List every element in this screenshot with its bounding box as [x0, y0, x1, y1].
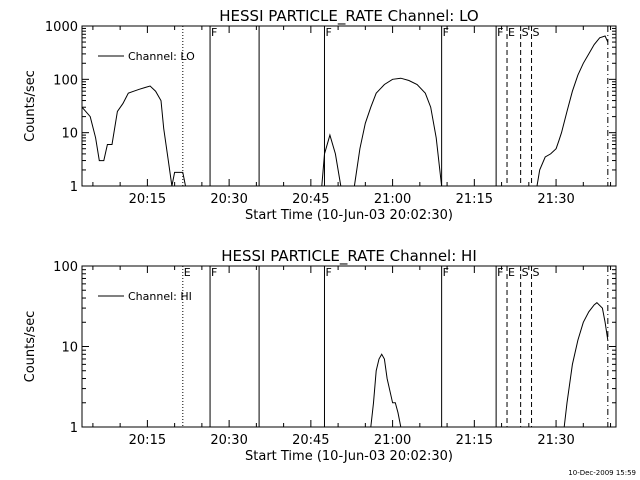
x-tick-label: 20:30: [210, 192, 247, 207]
event-marker-label: F: [443, 26, 449, 39]
data-series-line: [353, 77, 443, 187]
y-tick-label: 100: [53, 73, 78, 88]
x-tick-label: 20:45: [292, 192, 329, 207]
y-tick-label: 1000: [45, 20, 78, 35]
event-marker-label: F: [325, 266, 331, 279]
x-tick-label: 21:15: [456, 192, 493, 207]
x-tick-label: 20:15: [129, 433, 166, 448]
chart-panel-1: HESSI PARTICLE_RATE Channel: HI Start Tim…: [23, 247, 617, 464]
event-marker-label: S: [533, 266, 540, 279]
event-marker-label: E: [184, 266, 191, 279]
event-marker-label: F: [497, 266, 503, 279]
event-marker-label: F: [211, 26, 217, 39]
event-marker-label: F: [443, 266, 449, 279]
chart-panel-0: HESSI PARTICLE_RATE Channel: LO Start Tim…: [23, 7, 617, 223]
data-series-line: [563, 302, 609, 428]
y-axis-label: Counts/sec: [23, 311, 38, 383]
y-tick-label: 100: [53, 260, 78, 275]
y-tick-label: 1: [70, 180, 78, 195]
x-tick-label: 20:45: [292, 433, 329, 448]
event-marker-label: F: [325, 26, 331, 39]
data-series-line: [370, 353, 402, 428]
x-tick-label: 21:15: [456, 433, 493, 448]
x-tick-label: 21:00: [374, 433, 411, 448]
footer-timestamp: 10-Dec-2009 15:59: [568, 469, 636, 477]
data-series-line: [536, 35, 609, 187]
y-tick-label: 10: [61, 127, 78, 142]
event-marker-label: E: [508, 26, 515, 39]
chart-title: HESSI PARTICLE_RATE Channel: LO: [219, 7, 478, 26]
y-tick-label: 1: [70, 421, 78, 436]
event-marker-label: F: [497, 26, 503, 39]
event-marker-label: F: [211, 266, 217, 279]
event-marker-label: S: [522, 266, 529, 279]
legend-entry: Channel: LO: [128, 50, 195, 63]
x-axis-label: Start Time (10-Jun-03 20:02:30): [245, 208, 453, 223]
y-tick-label: 10: [61, 341, 78, 356]
event-marker-label: S: [533, 26, 540, 39]
data-series-line: [81, 85, 186, 187]
plot-frame: [81, 25, 617, 187]
legend-entry: Channel: HI: [128, 290, 192, 303]
chart-title: HESSI PARTICLE_RATE Channel: HI: [221, 247, 477, 266]
data-series-line: [321, 133, 342, 187]
event-marker-label: S: [522, 26, 529, 39]
x-tick-label: 20:15: [129, 192, 166, 207]
x-tick-label: 21:30: [537, 433, 574, 448]
x-axis-label: Start Time (10-Jun-03 20:02:30): [245, 449, 453, 464]
x-tick-label: 20:30: [210, 433, 247, 448]
x-tick-label: 21:30: [537, 192, 574, 207]
y-axis-label: Counts/sec: [23, 70, 38, 142]
x-tick-label: 21:00: [374, 192, 411, 207]
event-marker-label: E: [508, 266, 515, 279]
